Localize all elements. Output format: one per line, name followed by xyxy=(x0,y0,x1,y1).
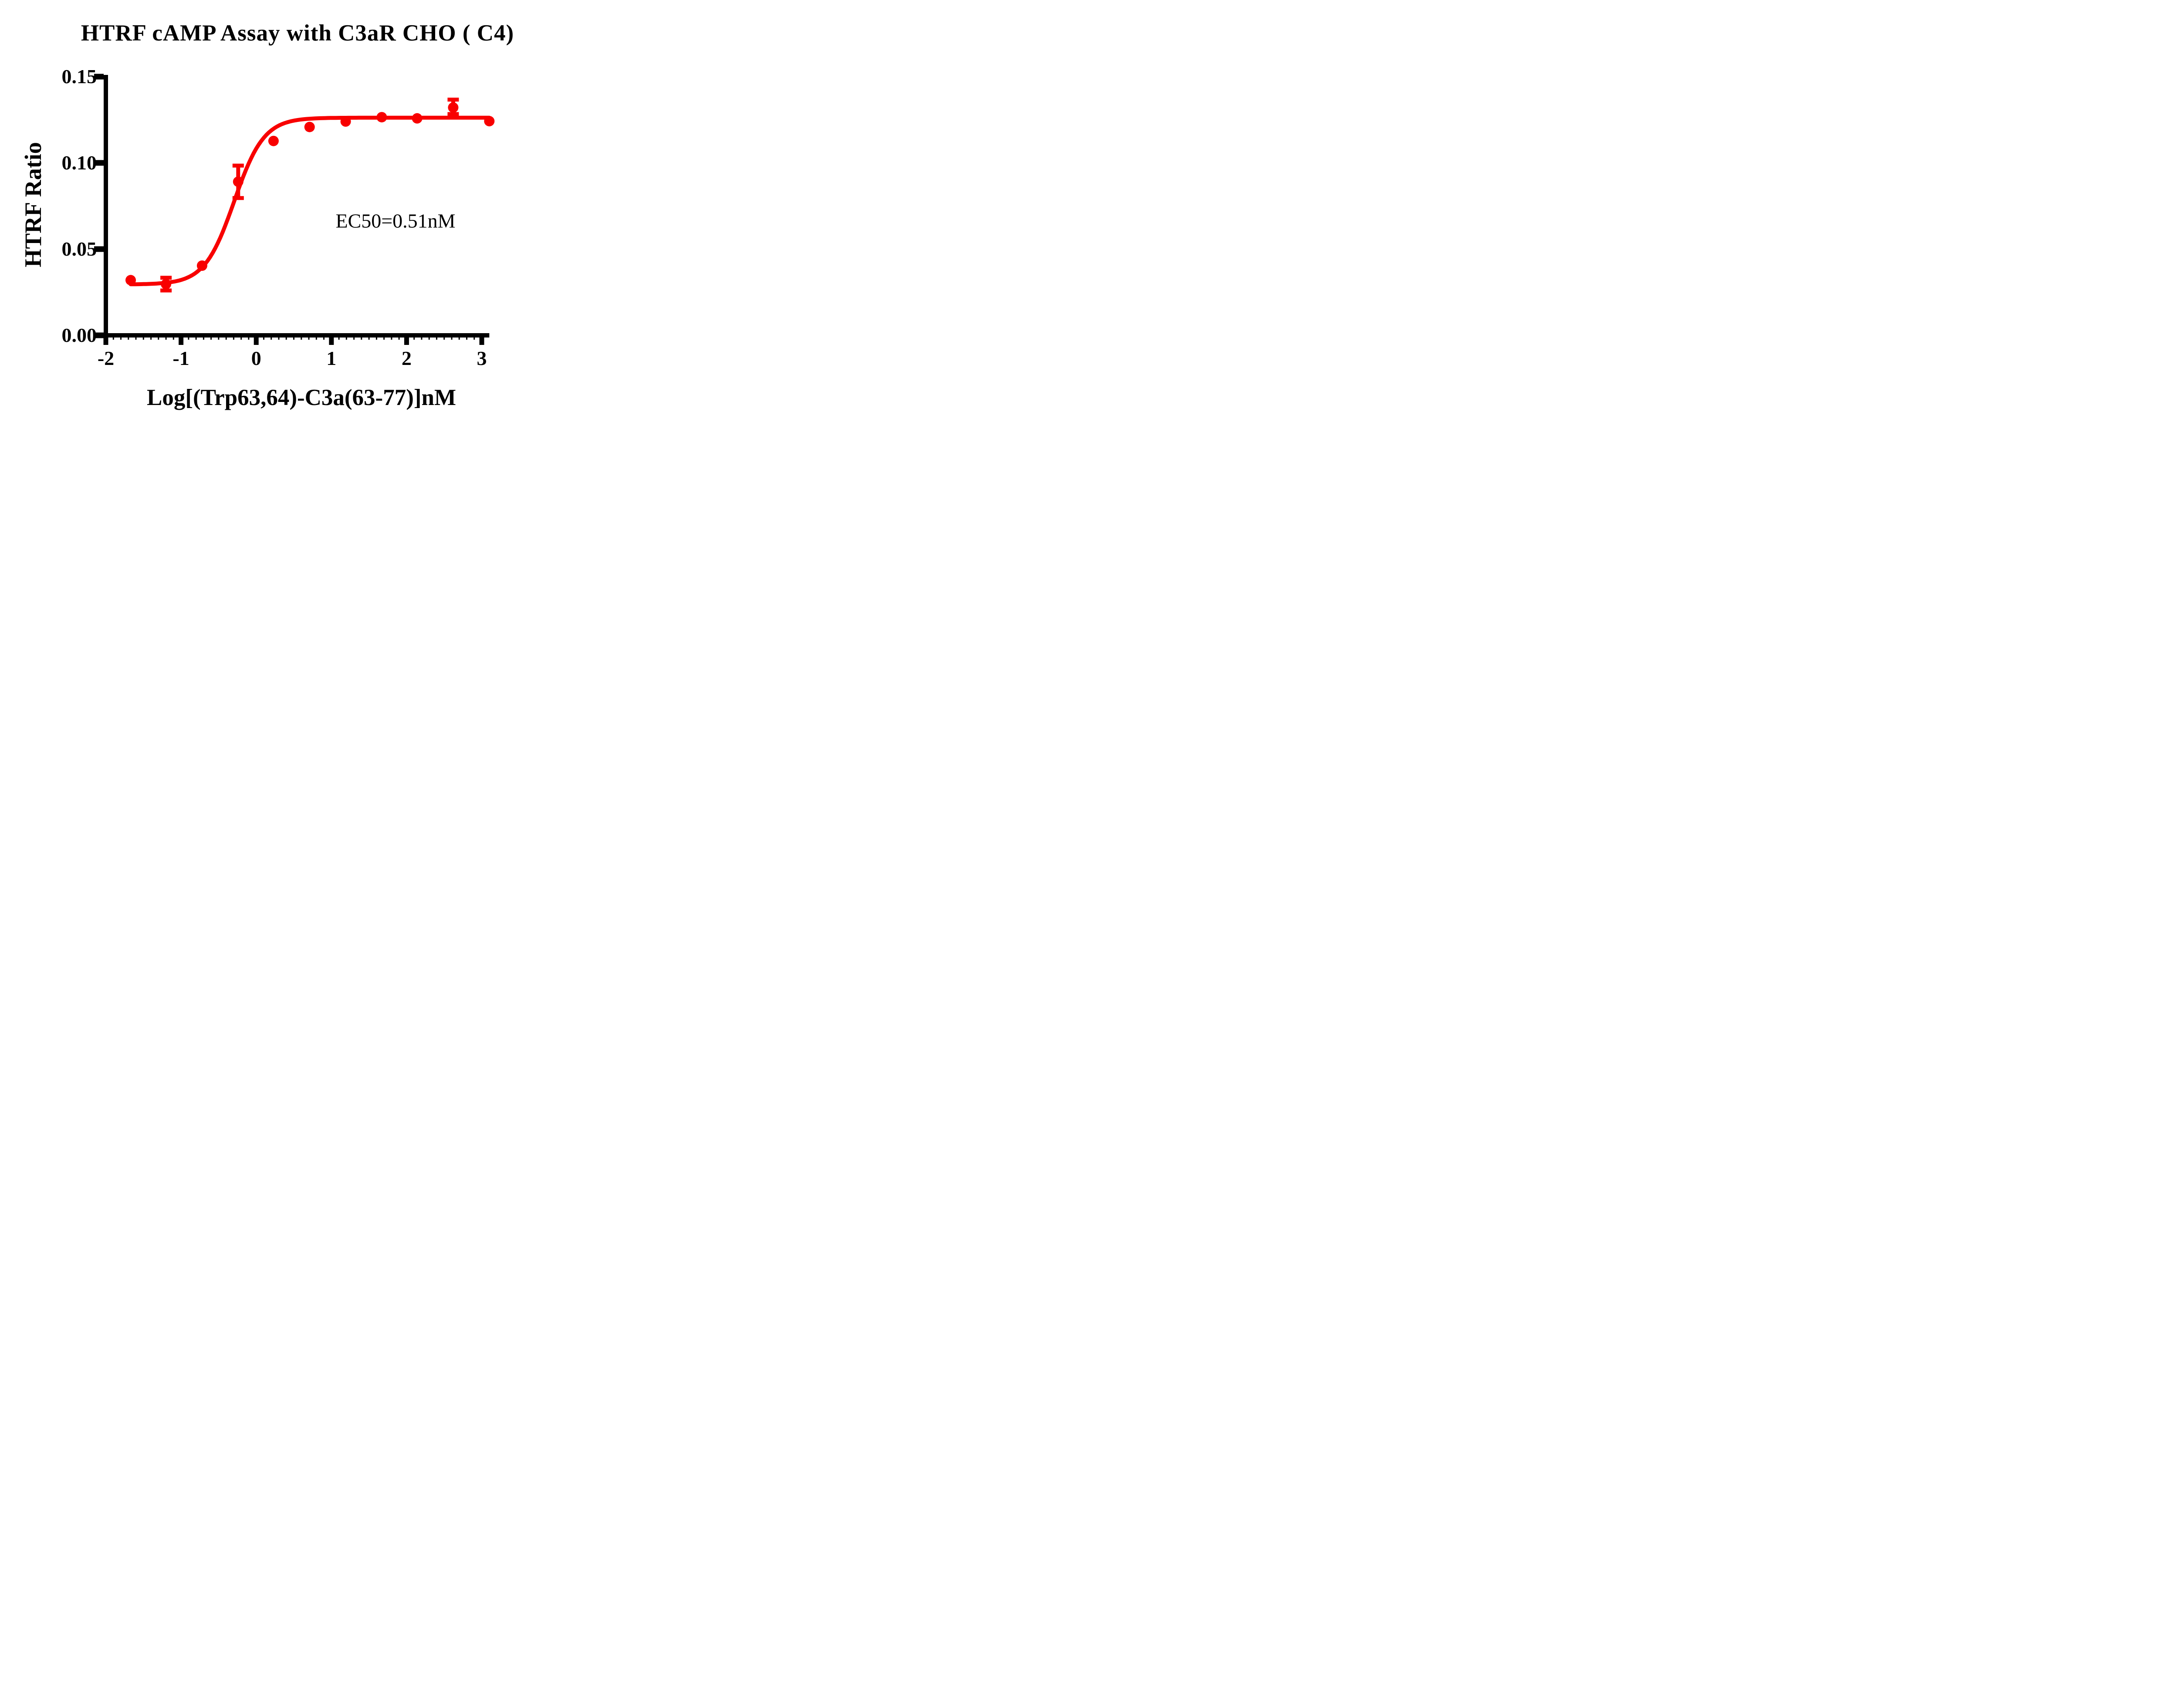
data-point xyxy=(376,112,387,123)
x-minor-tick xyxy=(428,338,430,340)
x-minor-tick xyxy=(165,338,167,340)
x-minor-tick xyxy=(218,338,220,340)
x-minor-tick xyxy=(142,338,144,340)
x-major-tick xyxy=(103,338,108,345)
x-minor-tick xyxy=(466,338,467,340)
x-minor-tick xyxy=(285,338,287,340)
y-tick-label: 0.05 xyxy=(61,238,97,260)
x-minor-tick xyxy=(188,338,189,340)
x-major-tick xyxy=(329,338,334,345)
x-axis-title: Log[(Trp63,64)-C3a(63-77)]nM xyxy=(147,385,456,410)
x-minor-tick xyxy=(413,338,415,340)
y-tick-label: 0.00 xyxy=(61,324,97,346)
data-point xyxy=(304,122,315,132)
x-minor-tick xyxy=(248,338,250,340)
x-minor-tick xyxy=(150,338,152,340)
x-minor-tick xyxy=(458,338,460,340)
x-minor-tick xyxy=(225,338,227,340)
x-minor-tick xyxy=(443,338,445,340)
x-tick-label: 2 xyxy=(401,347,412,369)
x-minor-tick xyxy=(338,338,340,340)
x-minor-tick xyxy=(383,338,385,340)
y-major-tick xyxy=(94,332,104,338)
data-point xyxy=(268,135,279,146)
data-point xyxy=(412,113,423,124)
chart-title: HTRF cAMP Assay with C3aR CHO ( C4) xyxy=(81,20,514,46)
x-minor-tick xyxy=(210,338,212,340)
x-minor-tick xyxy=(353,338,355,340)
x-minor-tick xyxy=(368,338,370,340)
x-minor-tick xyxy=(301,338,302,340)
x-minor-tick xyxy=(120,338,122,340)
x-minor-tick xyxy=(308,338,310,340)
x-minor-tick xyxy=(195,338,197,340)
plot-area xyxy=(94,74,495,345)
x-minor-tick xyxy=(278,338,280,340)
data-point xyxy=(448,102,459,113)
x-major-tick xyxy=(179,338,184,345)
ec50-annotation: EC50=0.51nM xyxy=(335,209,456,232)
x-minor-tick xyxy=(375,338,377,340)
x-minor-tick xyxy=(345,338,347,340)
x-minor-tick xyxy=(398,338,400,340)
y-tick-label: 0.10 xyxy=(61,152,97,174)
x-major-tick xyxy=(479,338,484,345)
x-minor-tick xyxy=(271,338,272,340)
x-minor-tick xyxy=(315,338,317,340)
fit-curve xyxy=(129,115,491,287)
y-tick-label: 0.15 xyxy=(61,65,97,88)
x-tick-label: 3 xyxy=(477,347,487,369)
x-minor-tick xyxy=(473,338,475,340)
x-minor-tick xyxy=(203,338,204,340)
x-minor-tick xyxy=(436,338,437,340)
x-axis-line xyxy=(104,333,490,338)
x-minor-tick xyxy=(128,338,129,340)
x-minor-tick xyxy=(263,338,264,340)
x-major-tick xyxy=(404,338,409,345)
data-point xyxy=(161,279,172,290)
data-point xyxy=(125,275,136,286)
x-minor-tick xyxy=(240,338,242,340)
chart-figure: HTRF cAMP Assay with C3aR CHO ( C4) HTRF… xyxy=(0,0,558,427)
data-point xyxy=(484,116,495,127)
x-minor-tick xyxy=(391,338,392,340)
x-tick-label: -2 xyxy=(97,347,115,369)
data-point xyxy=(340,116,351,127)
x-minor-tick xyxy=(112,338,114,340)
y-major-tick xyxy=(94,74,104,80)
x-minor-tick xyxy=(361,338,362,340)
data-point xyxy=(233,176,244,187)
x-minor-tick xyxy=(158,338,159,340)
y-major-tick xyxy=(94,246,104,252)
x-minor-tick xyxy=(233,338,234,340)
y-major-tick xyxy=(94,160,104,166)
x-tick-label: -1 xyxy=(172,347,189,369)
x-minor-tick xyxy=(323,338,325,340)
x-major-tick xyxy=(254,338,259,345)
x-minor-tick xyxy=(451,338,453,340)
x-minor-tick xyxy=(135,338,137,340)
data-point xyxy=(196,260,207,271)
y-axis-line xyxy=(104,75,108,338)
x-minor-tick xyxy=(421,338,423,340)
x-tick-label: 1 xyxy=(326,347,337,369)
x-minor-tick xyxy=(172,338,174,340)
x-minor-tick xyxy=(293,338,294,340)
x-tick-label: 0 xyxy=(251,347,261,369)
